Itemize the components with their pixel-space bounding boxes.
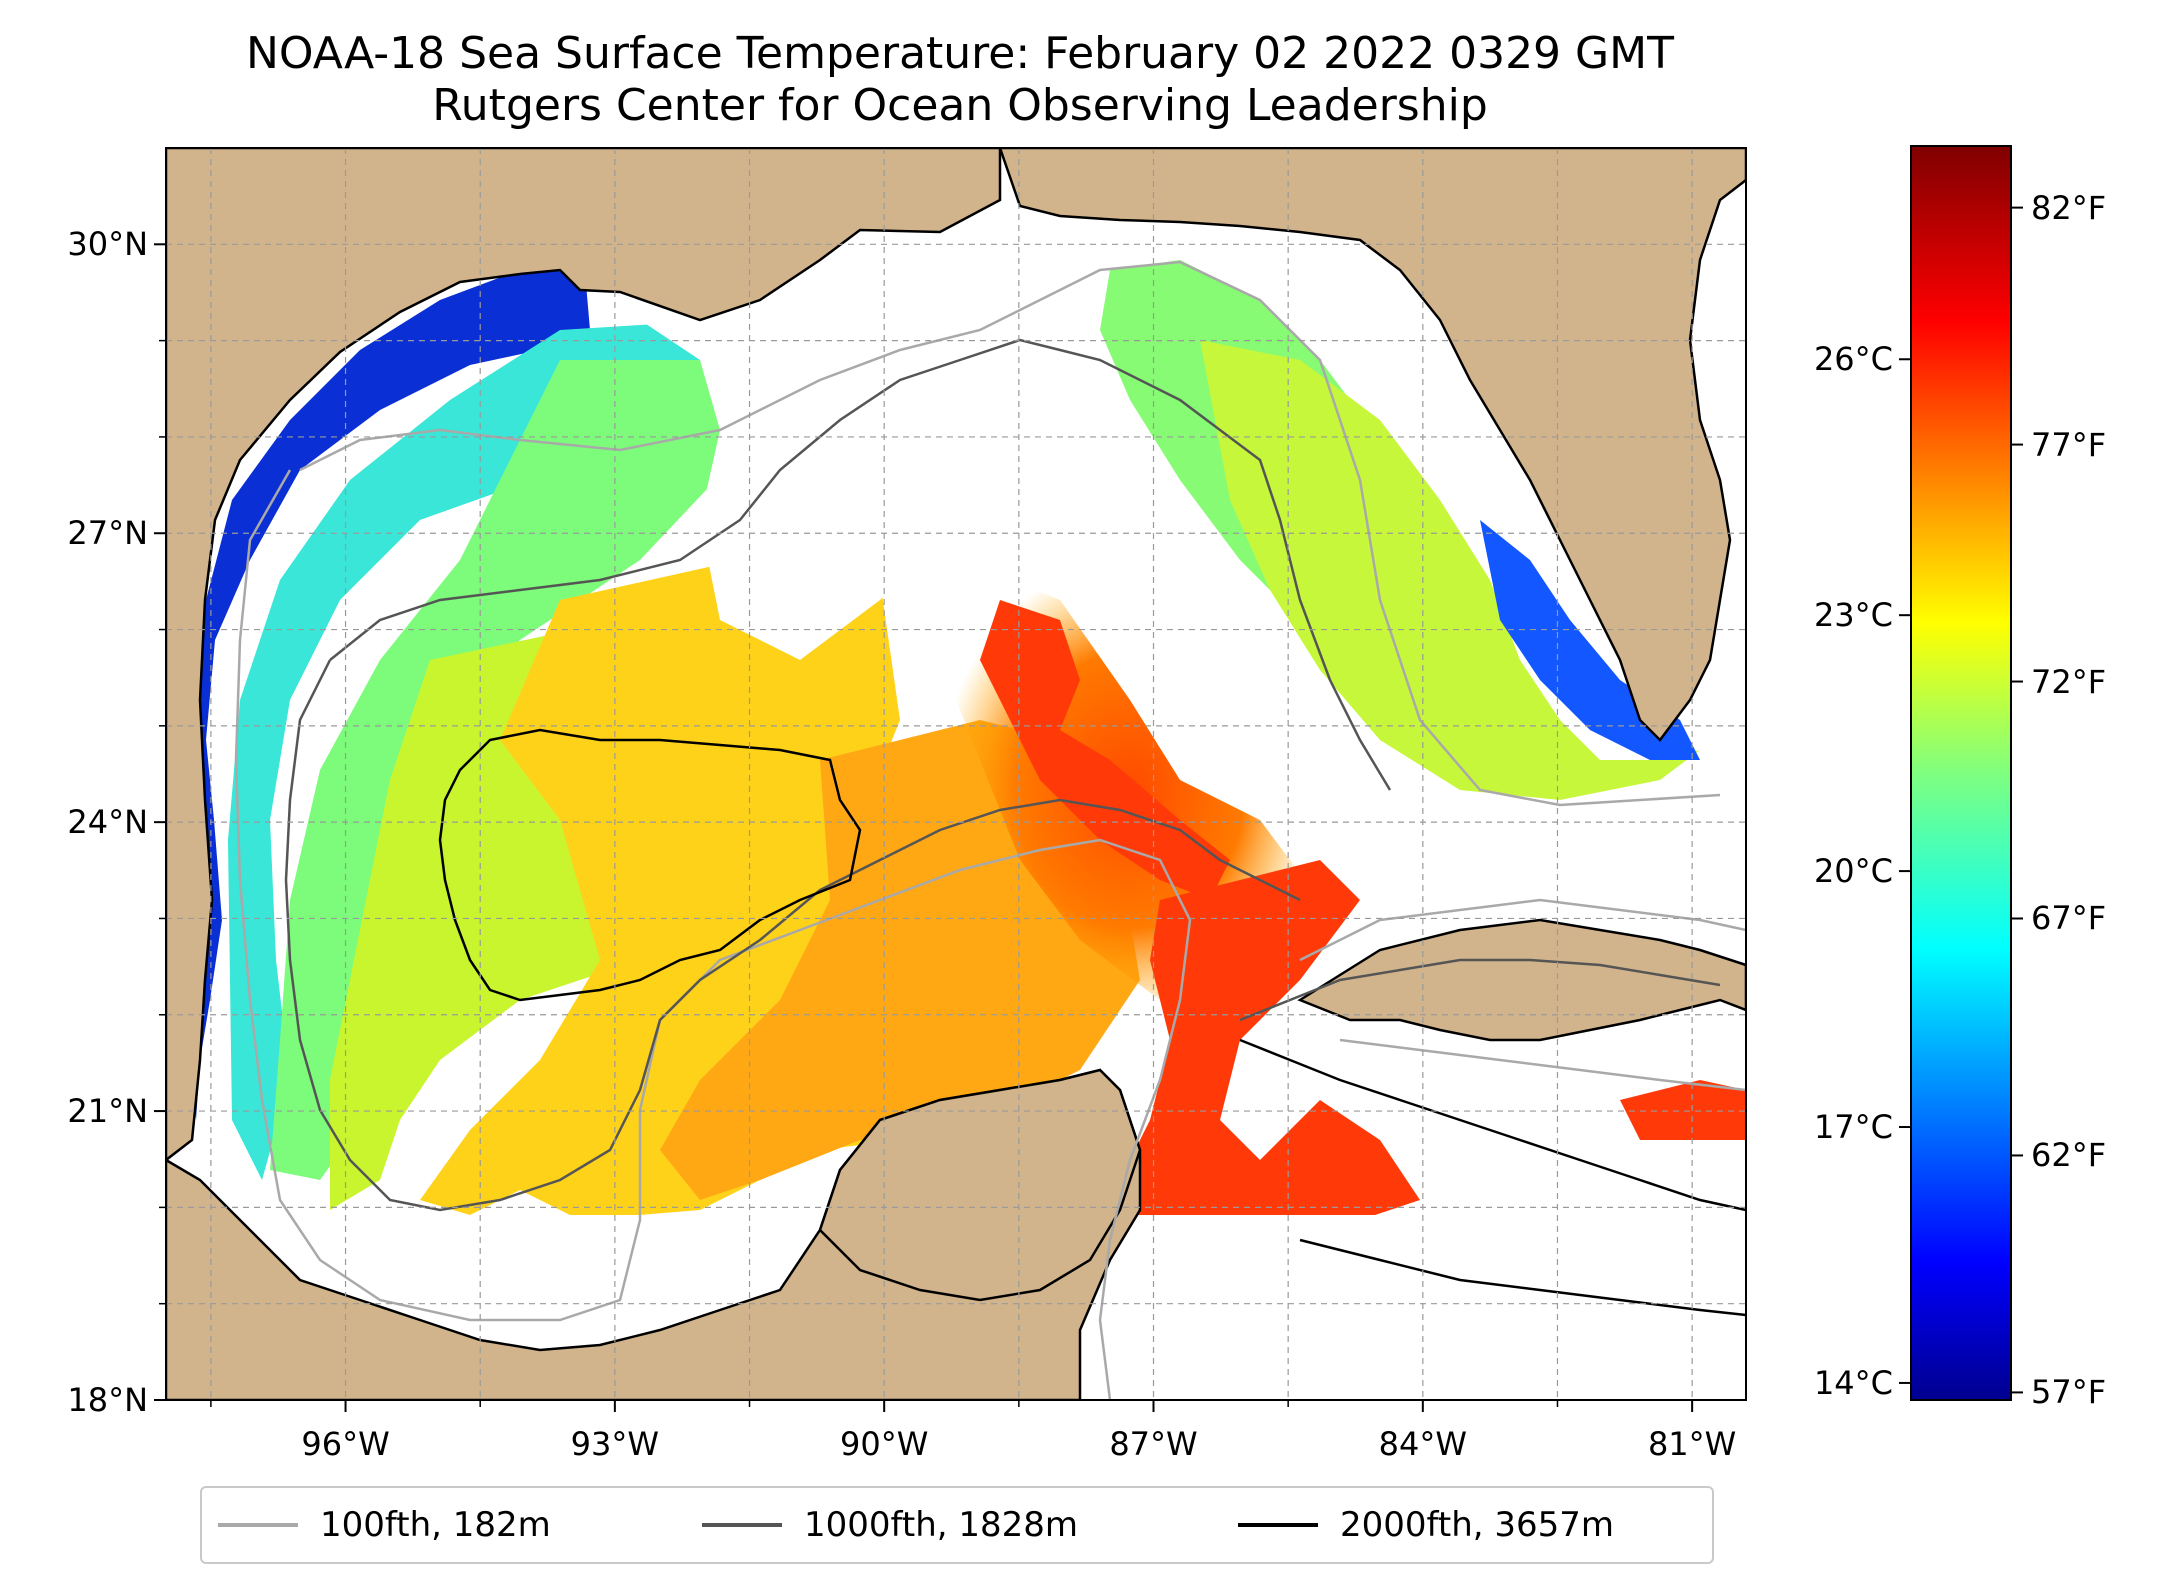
colorbar	[1899, 145, 2023, 1401]
legend-swatch-1000fth	[702, 1523, 782, 1527]
legend-item-100fth: 100fth, 182m	[218, 1488, 551, 1562]
chart-title-line1: NOAA-18 Sea Surface Temperature: Februar…	[246, 28, 1674, 79]
lon-tick-label: 84°W	[1378, 1425, 1467, 1463]
land-texas-louisiana-mississippi	[166, 148, 1002, 1162]
land-yucatan-peninsula	[818, 1068, 1142, 1302]
lon-tick-label: 87°W	[1109, 1425, 1198, 1463]
colorbar-celsius-label: 17°C	[1813, 1108, 1893, 1147]
legend-label-2000fth: 2000fth, 3657m	[1340, 1505, 1615, 1545]
colorbar-fahrenheit-label: 77°F	[2031, 425, 2107, 464]
colorbar-celsius-label: 20°C	[1813, 852, 1893, 891]
legend-label-100fth: 100fth, 182m	[320, 1505, 551, 1545]
lat-tick-label: 21°N	[67, 1092, 148, 1131]
sst-red-south-caribbean	[1620, 1080, 1746, 1140]
colorbar-fahrenheit-label: 72°F	[2031, 662, 2107, 701]
sst-field	[166, 260, 1746, 1400]
legend-item-1000fth: 1000fth, 1828m	[702, 1488, 1078, 1562]
lat-tick-label: 27°N	[67, 514, 148, 553]
sst-red-yucatan-channel	[1120, 860, 1420, 1220]
legend-label-1000fth: 1000fth, 1828m	[804, 1505, 1079, 1545]
colorbar-celsius-label: 14°C	[1813, 1363, 1893, 1402]
sst-cloud-gap-north	[580, 280, 1120, 660]
sst-green-west	[270, 360, 725, 1180]
colorbar-fahrenheit-label: 57°F	[2031, 1373, 2107, 1412]
map-frame	[165, 147, 1747, 1401]
colorbar-celsius-label: 23°C	[1813, 596, 1893, 635]
legend-swatch-2000fth	[1238, 1523, 1318, 1527]
colorbar-celsius-label: 26°C	[1813, 340, 1893, 379]
chart-title-line2: Rutgers Center for Ocean Observing Leade…	[432, 80, 1488, 131]
contour-1000fth	[284, 338, 1721, 1212]
map-area	[166, 148, 1746, 1400]
legend-swatch-100fth	[218, 1523, 298, 1527]
lon-tick-label: 96°W	[301, 1425, 390, 1463]
lon-tick-label: 93°W	[570, 1425, 660, 1463]
bathymetry-legend: 100fth, 182m 1000fth, 1828m 2000fth, 365…	[200, 1486, 1714, 1564]
contour-100fth	[234, 260, 1746, 1400]
lon-tick-label: 81°W	[1647, 1425, 1737, 1463]
contour-2000fth	[438, 728, 1746, 1317]
colorbar-fahrenheit-label: 67°F	[2031, 899, 2107, 938]
lon-tick-label: 90°W	[839, 1425, 929, 1463]
colorbar-gradient	[1910, 145, 2012, 1401]
lat-tick-label: 30°N	[67, 225, 148, 264]
sst-cold-shelf-west	[190, 270, 590, 1120]
lat-tick-label: 24°N	[67, 803, 148, 842]
sst-cyan-band-west	[228, 320, 740, 1180]
land	[166, 148, 1746, 1400]
sst-cloud-gap-center-east	[1160, 620, 1420, 840]
sst-yellowgreen-florida-shelf	[1200, 340, 1700, 800]
colorbar-fahrenheit-label: 82°F	[2031, 188, 2107, 227]
land-cuba	[1297, 918, 1746, 1042]
legend-item-2000fth: 2000fth, 3657m	[1238, 1488, 1614, 1562]
lat-tick-label: 18°N	[67, 1381, 148, 1419]
colorbar-fahrenheit-label: 62°F	[2031, 1136, 2107, 1175]
bathymetry-contours	[234, 260, 1746, 1400]
